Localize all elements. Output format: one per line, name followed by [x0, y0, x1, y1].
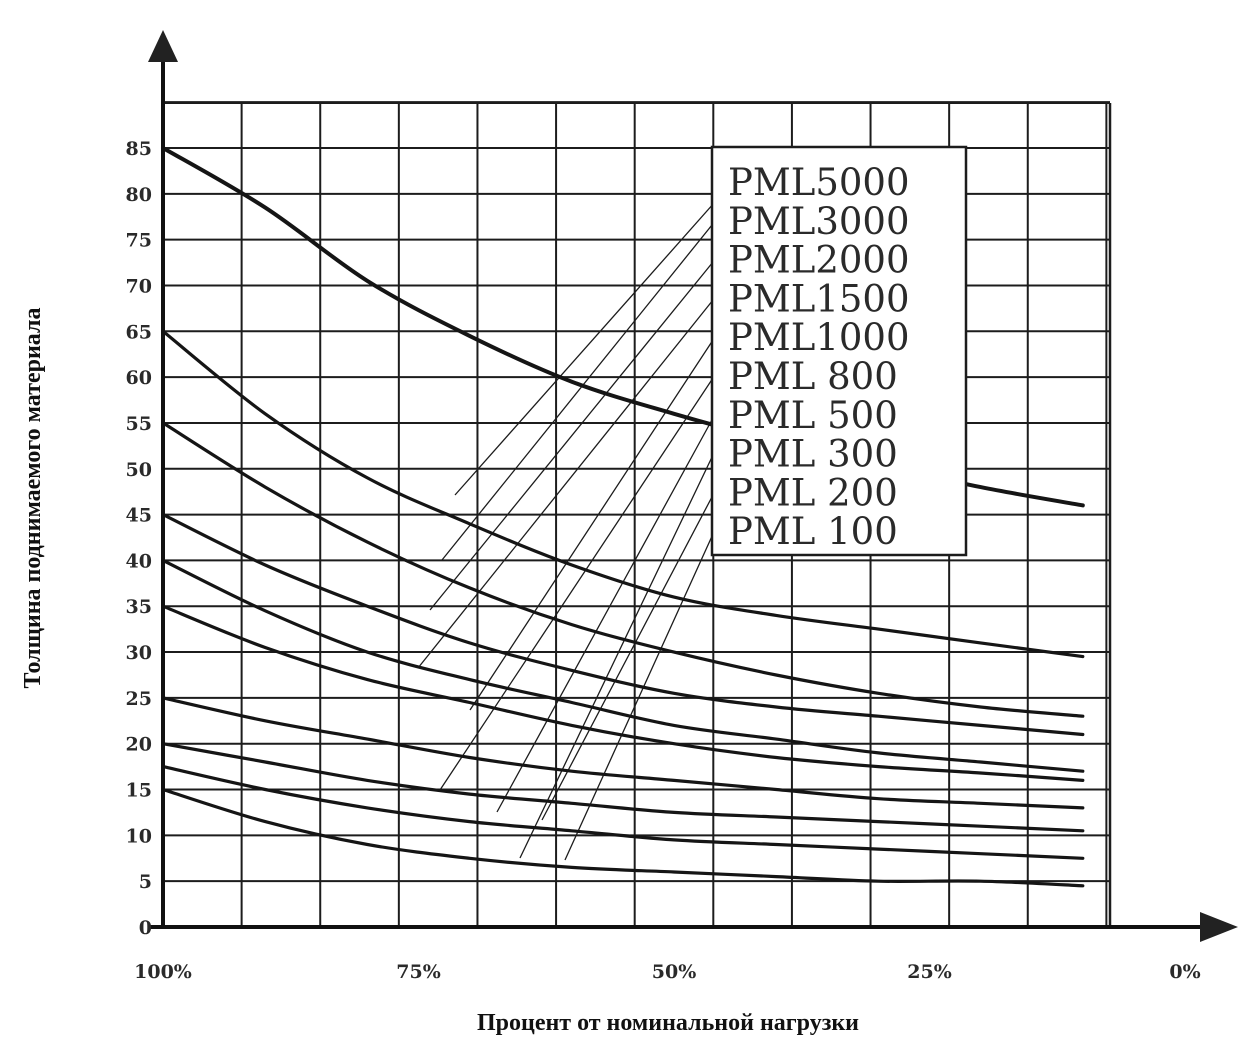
y-axis-title: Толщина поднимаемого материала [20, 308, 46, 689]
legend-entry: PML 500 [728, 394, 898, 437]
series-line-5 [161, 558, 1085, 773]
y-tick-label: 65 [126, 321, 152, 343]
series-line-3 [161, 421, 1085, 718]
y-tick-label: 70 [126, 275, 152, 297]
hatch-line [439, 377, 714, 791]
legend-entry: PML1500 [728, 277, 910, 320]
x-tick-label: 0% [1169, 961, 1200, 983]
y-tick-label: 35 [126, 596, 152, 618]
series-line-7 [161, 696, 1085, 810]
y-tick-label: 25 [126, 688, 152, 710]
y-tick-label: 10 [126, 825, 152, 847]
series-line-9 [161, 765, 1085, 860]
hatch-line [429, 261, 714, 611]
y-tick-label: 75 [126, 230, 152, 252]
y-tick-label: 55 [126, 413, 152, 435]
y-tick-label: 60 [126, 367, 152, 389]
y-tick-label: 15 [126, 780, 152, 802]
axes [148, 30, 1238, 942]
x-axis-arrow [1200, 912, 1238, 942]
legend-entry: PML1000 [728, 316, 910, 359]
y-tick-label: 30 [126, 642, 152, 664]
x-tick-label: 25% [907, 961, 952, 983]
legend-entry: PML3000 [728, 200, 910, 243]
hatch-line [469, 339, 714, 711]
hatch-line [441, 219, 717, 561]
x-tick-label: 100% [134, 961, 192, 983]
hatch-line [541, 494, 714, 821]
legend-box [710, 145, 968, 557]
x-tick-labels: 100% 75% 50% 25% 0% [134, 961, 1201, 983]
y-tick-label: 45 [126, 505, 152, 527]
hatch-line [454, 184, 731, 496]
y-axis-arrow [148, 30, 178, 62]
legend-entry: PML 100 [728, 510, 898, 553]
x-tick-label: 50% [652, 961, 697, 983]
y-tick-labels: 0 5 10 15 20 25 30 35 40 45 50 55 60 65 70 75 80 85 [126, 138, 152, 939]
hatch-line [417, 299, 714, 669]
y-tick-label: 80 [126, 184, 152, 206]
series-line-6 [161, 604, 1085, 782]
hatch-line [519, 454, 714, 859]
series-curves [161, 146, 1085, 888]
legend-entry: PML 200 [728, 471, 898, 514]
x-tick-label: 75% [396, 961, 441, 983]
y-tick-label: 50 [126, 459, 152, 481]
series-line-2 [161, 329, 1085, 659]
y-tick-label: 20 [126, 734, 152, 756]
y-tick-label: 0 [139, 917, 152, 939]
y-tick-label: 40 [126, 550, 152, 572]
hatch-lines [417, 184, 731, 861]
legend-entry: PML2000 [728, 239, 910, 282]
series-line-10 [161, 787, 1085, 888]
y-tick-label: 85 [126, 138, 152, 160]
legend-entry: PML 300 [728, 433, 898, 476]
legend-entry: PML5000 [728, 161, 910, 204]
series-line-8 [161, 742, 1085, 833]
y-tick-label: 5 [139, 871, 152, 893]
x-axis-title: Процент от номинальной нагрузки [477, 1010, 859, 1036]
series-line-4 [161, 513, 1085, 737]
hatch-line [496, 417, 714, 813]
legend-entry: PML 800 [728, 355, 898, 398]
